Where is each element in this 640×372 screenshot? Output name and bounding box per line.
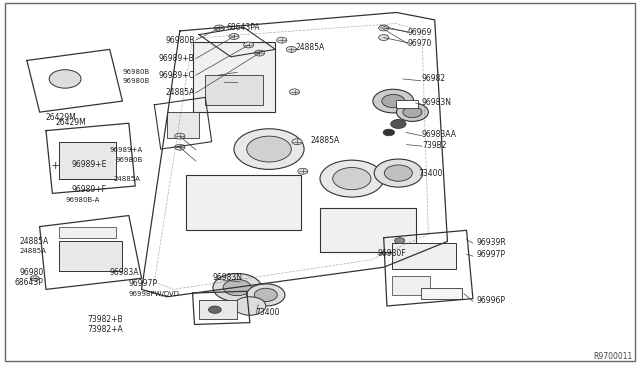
Text: 96969: 96969: [408, 28, 432, 37]
Text: 96980B: 96980B: [165, 36, 195, 45]
Text: 96989+B: 96989+B: [159, 54, 195, 63]
Circle shape: [320, 160, 384, 197]
Bar: [205, 75, 262, 105]
Text: 96983A: 96983A: [109, 268, 140, 277]
Text: 96989+F: 96989+F: [72, 185, 106, 194]
Text: 96996P: 96996P: [476, 296, 505, 305]
Text: 96980B: 96980B: [123, 68, 150, 74]
Circle shape: [373, 89, 413, 113]
Text: 24885A: 24885A: [113, 176, 140, 182]
Bar: [193, 42, 275, 112]
Circle shape: [374, 159, 422, 187]
Circle shape: [209, 306, 221, 313]
Circle shape: [396, 103, 428, 121]
Text: 96983N: 96983N: [213, 273, 243, 282]
Text: 68643PA: 68643PA: [227, 23, 260, 32]
Circle shape: [292, 139, 302, 145]
Circle shape: [383, 129, 394, 136]
Text: 24885A: 24885A: [19, 248, 46, 254]
Text: 96989+A: 96989+A: [109, 147, 143, 153]
Bar: [392, 276, 430, 295]
Text: 73400: 73400: [255, 308, 280, 317]
Circle shape: [286, 46, 296, 52]
Circle shape: [229, 33, 239, 39]
Bar: [59, 142, 116, 179]
Text: 96989+E: 96989+E: [72, 160, 107, 169]
Text: 26429M: 26429M: [46, 113, 77, 122]
Circle shape: [30, 276, 39, 281]
Circle shape: [234, 297, 266, 315]
Text: 96982: 96982: [422, 74, 446, 83]
Circle shape: [254, 50, 264, 56]
Circle shape: [298, 168, 308, 174]
Text: 68643P: 68643P: [14, 278, 43, 287]
Bar: [59, 241, 122, 271]
Text: 96939R: 96939R: [476, 238, 506, 247]
Text: 96980B: 96980B: [123, 78, 150, 84]
Text: 24885A: 24885A: [165, 89, 195, 97]
Circle shape: [246, 136, 291, 162]
Text: 96980: 96980: [19, 268, 44, 277]
Circle shape: [403, 107, 422, 118]
Circle shape: [382, 94, 404, 108]
Bar: [167, 112, 199, 138]
Circle shape: [246, 284, 285, 306]
Circle shape: [213, 273, 261, 302]
Text: 24885A: 24885A: [310, 136, 340, 145]
Text: 96980F: 96980F: [378, 249, 406, 258]
Text: 96997P: 96997P: [476, 250, 505, 259]
Bar: [186, 175, 301, 230]
Text: 96989+C: 96989+C: [159, 71, 195, 80]
Circle shape: [379, 25, 389, 31]
Circle shape: [276, 37, 287, 43]
Circle shape: [394, 238, 404, 244]
Text: 96980B-A: 96980B-A: [65, 197, 99, 203]
Text: 26429M: 26429M: [56, 118, 86, 127]
Text: 96970: 96970: [408, 39, 432, 48]
Text: 96983N: 96983N: [422, 99, 452, 108]
Bar: [59, 227, 116, 238]
Circle shape: [175, 133, 185, 139]
Text: 24885A: 24885A: [19, 237, 49, 246]
Bar: [320, 208, 415, 253]
Circle shape: [214, 25, 225, 31]
Bar: [392, 243, 456, 269]
Circle shape: [49, 70, 81, 88]
Text: 96998PW/DVD: 96998PW/DVD: [129, 291, 180, 297]
Text: 73982+A: 73982+A: [88, 326, 123, 334]
Text: 96983AA: 96983AA: [422, 130, 457, 139]
Circle shape: [223, 279, 251, 296]
Text: 739B2: 739B2: [422, 141, 447, 150]
Circle shape: [333, 167, 371, 190]
Bar: [420, 288, 462, 299]
Circle shape: [391, 119, 406, 128]
Circle shape: [254, 288, 277, 302]
Bar: [199, 301, 237, 319]
Text: 73400: 73400: [419, 169, 443, 177]
Text: 96980B: 96980B: [116, 157, 143, 163]
FancyBboxPatch shape: [396, 100, 418, 109]
Circle shape: [175, 144, 185, 150]
Circle shape: [234, 129, 304, 169]
Circle shape: [289, 89, 300, 95]
Text: 96997P: 96997P: [129, 279, 158, 288]
Circle shape: [385, 165, 412, 181]
Text: +: +: [51, 161, 60, 171]
Text: 73982+B: 73982+B: [88, 315, 123, 324]
Circle shape: [244, 42, 253, 48]
Text: 24885A: 24885A: [296, 43, 325, 52]
Text: R9700011: R9700011: [593, 352, 632, 361]
Circle shape: [379, 35, 389, 41]
